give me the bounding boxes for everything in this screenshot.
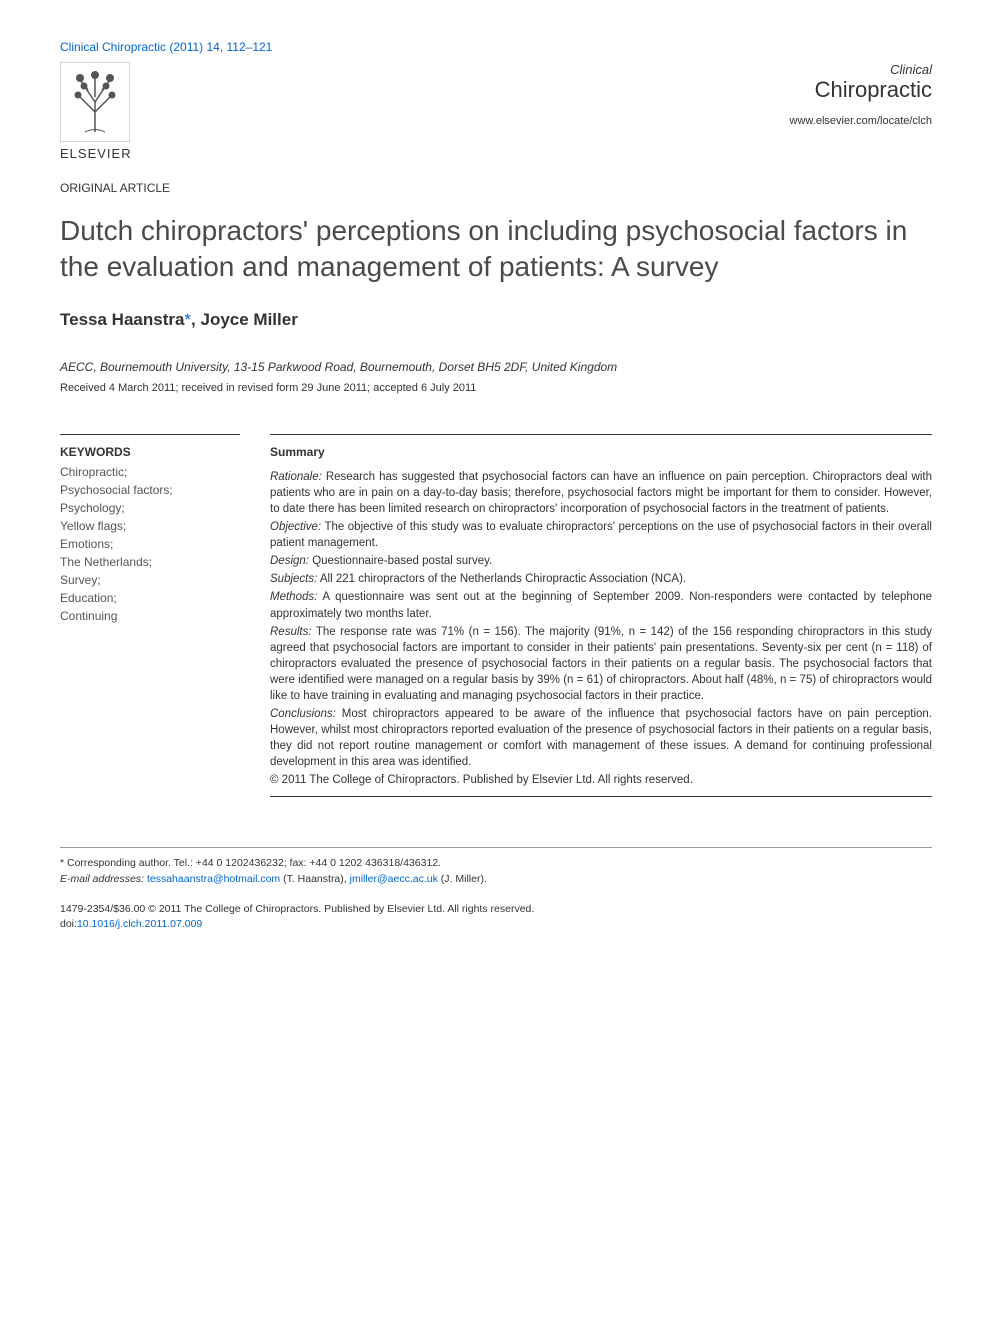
summary-heading: Summary [270,445,932,459]
summary-copyright: © 2011 The College of Chiropractors. Pub… [270,774,932,786]
summary-subjects: Subjects: All 221 chiropractors of the N… [270,571,932,587]
article-type: ORIGINAL ARTICLE [60,181,932,195]
keywords-heading: KEYWORDS [60,445,240,459]
publisher-name: ELSEVIER [60,146,132,161]
authors: Tessa Haanstra*, Joyce Miller [60,310,932,330]
objective-text: The objective of this study was to evalu… [270,521,932,549]
summary-conclusions: Conclusions: Most chiropractors appeared… [270,706,932,770]
doi-link[interactable]: 10.1016/j.clch.2011.07.009 [77,918,202,930]
journal-name-small: Clinical [790,62,932,77]
doi-label: doi: [60,918,77,930]
results-text: The response rate was 71% (n = 156). The… [270,626,932,702]
summary-results: Results: The response rate was 71% (n = … [270,624,932,704]
elsevier-tree-logo [60,62,130,142]
affiliation: AECC, Bournemouth University, 13-15 Park… [60,360,932,374]
summary-objective: Objective: The objective of this study w… [270,519,932,551]
doi-line: doi:10.1016/j.clch.2011.07.009 [60,917,932,932]
author-1: Tessa Haanstra [60,310,184,329]
rationale-text: Research has suggested that psychosocial… [270,471,932,515]
summary-design: Design: Questionnaire-based postal surve… [270,553,932,569]
publisher-block: ELSEVIER [60,62,132,161]
subjects-label: Subjects: [270,573,317,585]
email-line: E-mail addresses: tessahaanstra@hotmail.… [60,872,932,888]
keywords-list: Chiropractic; Psychosocial factors; Psyc… [60,463,240,625]
summary-rationale: Rationale: Research has suggested that p… [270,469,932,517]
footer: * Corresponding author. Tel.: +44 0 1202… [60,847,932,931]
email-label: E-mail addresses: [60,873,147,885]
manuscript-dates: Received 4 March 2011; received in revis… [60,382,932,394]
email-link-1[interactable]: tessahaanstra@hotmail.com [147,873,280,885]
journal-citation: Clinical Chiropractic (2011) 14, 112–121 [60,40,932,54]
article-title: Dutch chiropractors' perceptions on incl… [60,213,932,286]
summary-column: Summary Rationale: Research has suggeste… [270,434,932,798]
design-text: Questionnaire-based postal survey. [309,555,492,567]
journal-name-block: Clinical Chiropractic www.elsevier.com/l… [790,62,932,127]
email-name-1: (T. Haanstra), [280,873,349,885]
header-row: ELSEVIER Clinical Chiropractic www.elsev… [60,62,932,161]
design-label: Design: [270,555,309,567]
author-2: , Joyce Miller [191,310,298,329]
corresponding-author-note: * Corresponding author. Tel.: +44 0 1202… [60,856,932,872]
results-label: Results: [270,626,312,638]
email-link-2[interactable]: jmiller@aecc.ac.uk [350,873,438,885]
summary-methods: Methods: A questionnaire was sent out at… [270,589,932,621]
methods-label: Methods: [270,591,317,603]
content-row: KEYWORDS Chiropractic; Psychosocial fact… [60,434,932,798]
objective-label: Objective: [270,521,321,533]
rationale-label: Rationale: [270,471,322,483]
journal-name-large: Chiropractic [790,77,932,103]
email-name-2: (J. Miller). [438,873,487,885]
journal-url[interactable]: www.elsevier.com/locate/clch [790,115,932,127]
doi-block: 1479-2354/$36.00 © 2011 The College of C… [60,902,932,931]
conclusions-text: Most chiropractors appeared to be aware … [270,708,932,768]
issn-line: 1479-2354/$36.00 © 2011 The College of C… [60,902,932,917]
subjects-text: All 221 chiropractors of the Netherlands… [317,573,686,585]
keywords-column: KEYWORDS Chiropractic; Psychosocial fact… [60,434,240,798]
conclusions-label: Conclusions: [270,708,336,720]
methods-text: A questionnaire was sent out at the begi… [270,591,932,619]
